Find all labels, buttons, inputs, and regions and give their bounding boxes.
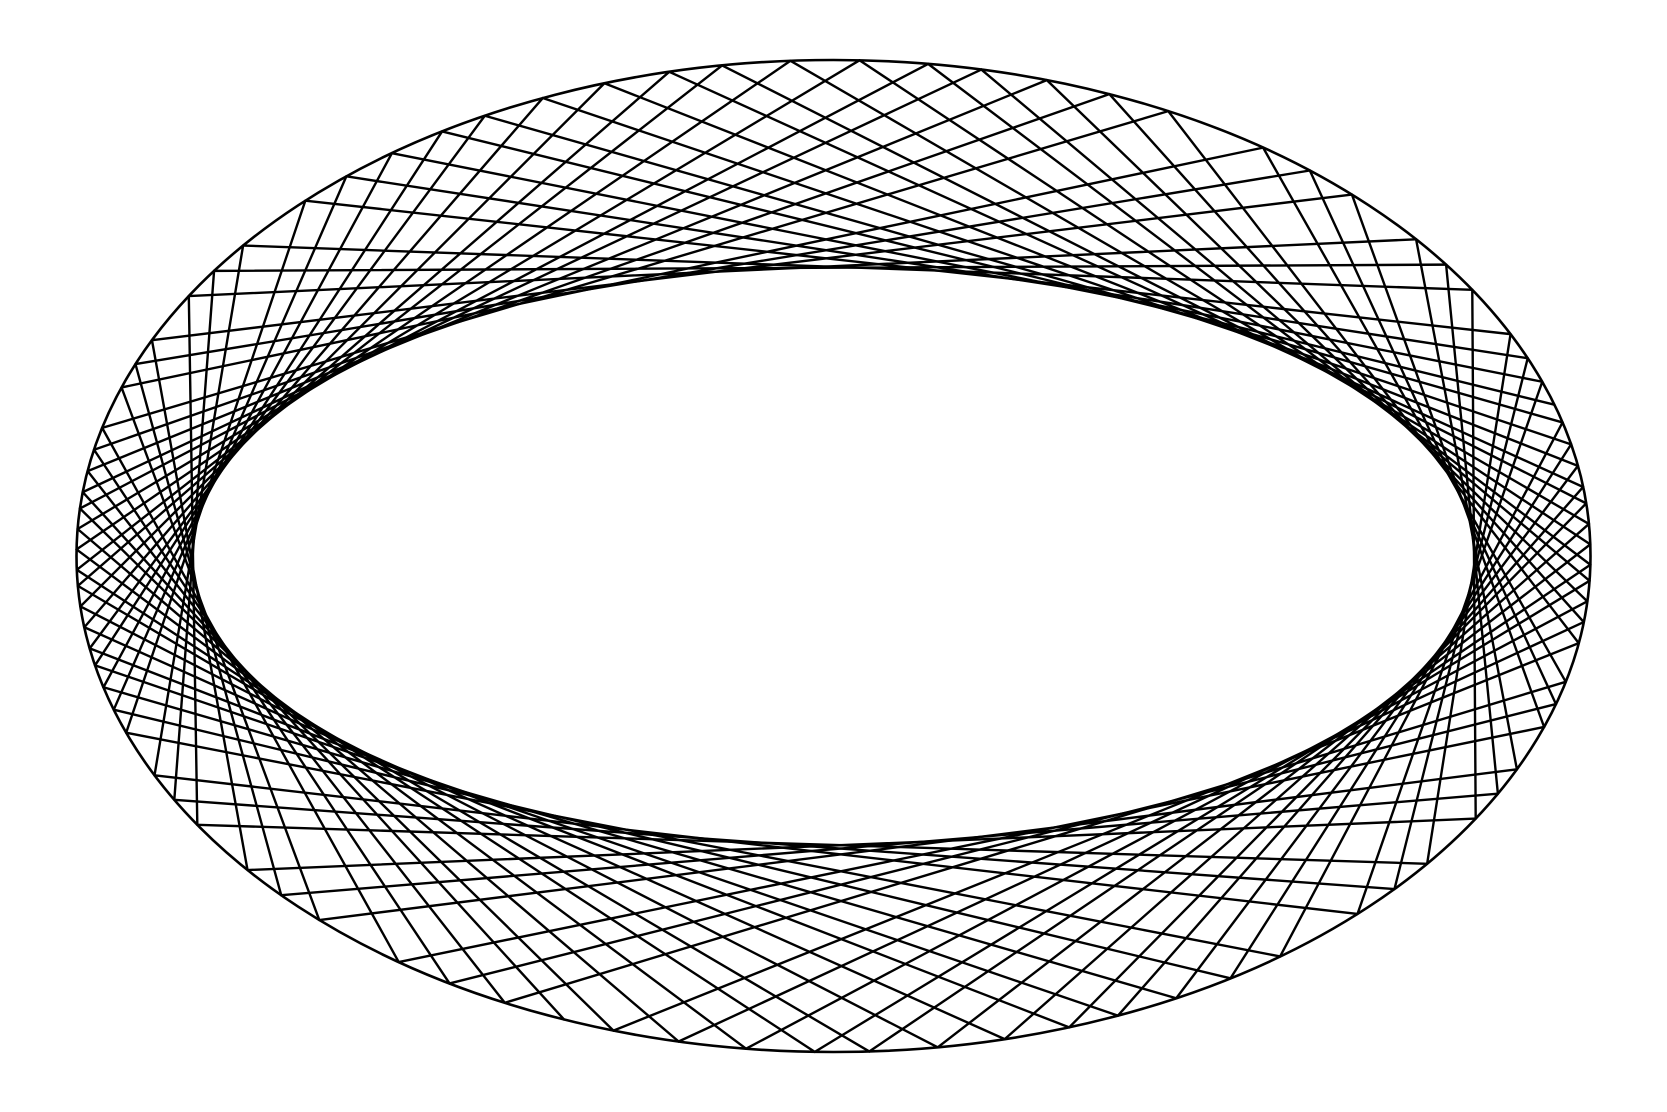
trajectory-segment [813,579,1591,1054]
trajectory-segment [397,725,1546,964]
billiard-trajectory [75,59,1592,1054]
trajectory-segment [81,490,566,1021]
trajectory-segment [78,62,930,510]
trajectory-segment [83,626,1006,1041]
trajectory-segment [173,269,216,802]
trajectory-segment [88,647,1071,1029]
trajectory-segment [1261,146,1567,683]
trajectory-segment [88,114,487,650]
trajectory-segment [720,64,1588,505]
trajectory-segment [345,175,1529,360]
trajectory-segment [1229,443,1573,980]
trajectory-segment [75,59,792,551]
trajectory-segment [120,386,321,922]
trajectory-segment [75,64,724,571]
trajectory-segment [1108,92,1585,624]
trajectory-segment [102,686,1178,1000]
trajectory-segment [483,114,1564,424]
trajectory-segment [1393,357,1529,891]
trajectory-segment [612,641,1580,1032]
trajectory-segment [503,680,1567,1004]
trajectory-segment [668,70,1585,489]
trajectory-segment [83,96,544,629]
trajectory-segment [304,199,1512,336]
trajectory-segment [980,68,1591,583]
trajectory-segment [102,151,394,689]
trajectory-segment [318,768,1519,922]
trajectory-segment [936,543,1592,1049]
trajectory-segment [86,78,1049,473]
trajectory-segment [246,817,1477,872]
trajectory-segment [1278,421,1564,958]
trajectory-segment [1068,502,1588,1029]
trajectory-segment [79,82,606,608]
trajectory-segment [448,702,1558,985]
trajectory-segment [868,563,1592,1053]
trajectory-segment [124,731,1282,958]
trajectory-segment [76,59,861,531]
trajectory-segment [1045,78,1589,603]
trajectory-segment [153,774,1359,916]
trajectory-segment [81,68,983,494]
trajectory-segment [196,823,1429,865]
trajectory-segment [75,568,816,1054]
trajectory-segment [76,527,680,1043]
trajectory-segment [280,792,1500,897]
trajectory-segment [1175,464,1580,1000]
trajectory-segment [92,92,1111,451]
trajectory-segment [124,199,307,734]
trajectory-segment [1003,522,1591,1041]
trajectory-segment [1414,238,1519,771]
trajectory-segment [744,600,1589,1050]
trajectory-segment [926,62,1592,566]
trajectory-segment [78,507,615,1032]
trajectory-segment [75,548,748,1050]
trajectory-segment [789,59,1591,526]
trajectory-segment [86,469,506,1004]
ellipse-boundary [75,58,1592,1054]
trajectory-segment [603,82,1580,468]
trajectory-segment [677,620,1585,1043]
trajectory-segment [187,238,1418,298]
trajectory-segment [187,294,199,827]
trajectory-segment [1308,169,1558,706]
trajectory-segment [112,708,1232,980]
trajectory-segment [76,70,671,588]
trajectory-segment [92,448,451,985]
trajectory-segment [150,338,249,872]
